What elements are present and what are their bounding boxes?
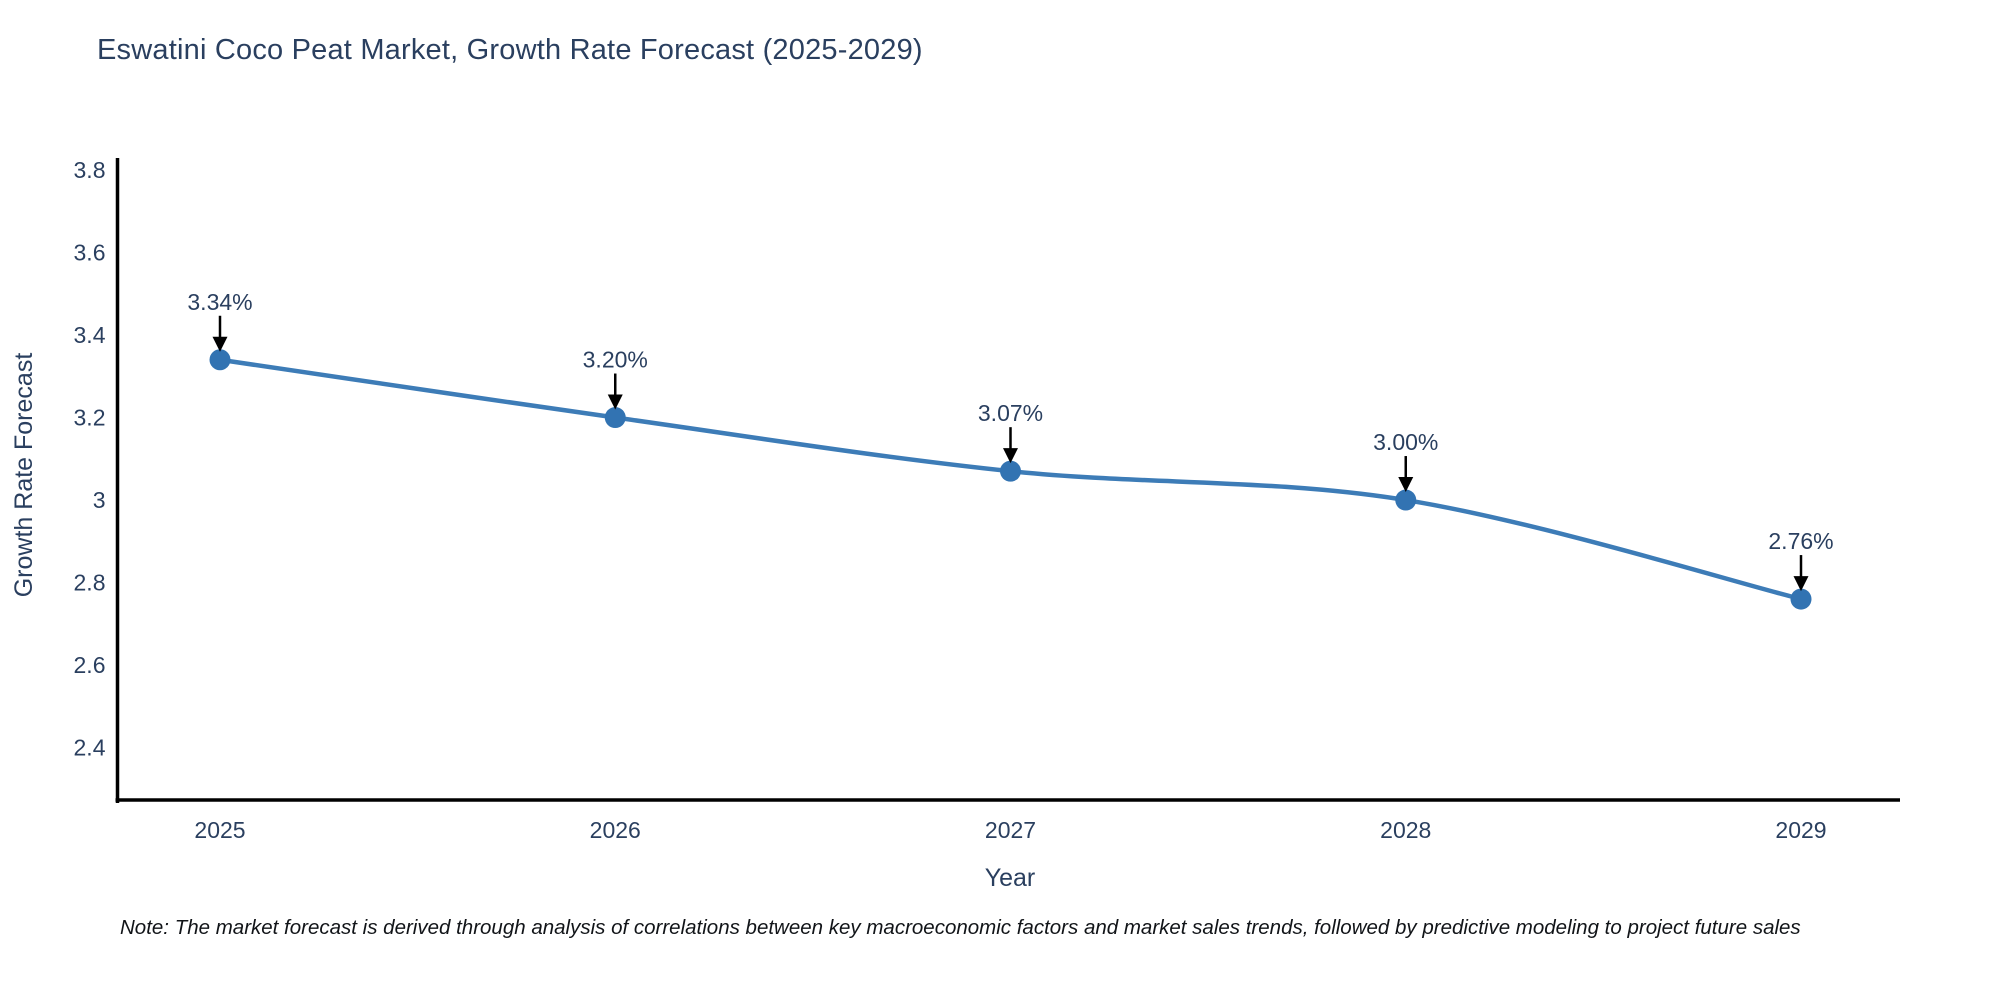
x-tick-label: 2027	[985, 817, 1036, 843]
data-point-marker	[604, 407, 626, 429]
data-point-marker	[1000, 460, 1021, 482]
annotation-arrow-head	[212, 336, 228, 352]
y-tick-label: 3.2	[74, 405, 106, 431]
y-tick-label: 3.6	[74, 239, 106, 265]
x-tick-label: 2029	[1775, 817, 1826, 843]
annotation-arrow-head	[607, 394, 623, 410]
y-tick-label: 3.4	[74, 322, 106, 348]
annotation-label: 2.76%	[1768, 528, 1833, 554]
x-axis-title: Year	[985, 864, 1036, 892]
annotation-label: 3.07%	[978, 400, 1043, 426]
annotation-arrow-head	[1398, 477, 1414, 493]
y-tick-label: 3	[93, 487, 106, 513]
chart-title: Eswatini Coco Peat Market, Growth Rate F…	[97, 34, 923, 66]
y-tick-label: 3.8	[74, 157, 106, 183]
y-tick-label: 2.4	[74, 735, 106, 761]
annotation-arrow-head	[1793, 576, 1809, 592]
y-tick-label: 2.6	[74, 652, 106, 678]
data-point-marker	[209, 349, 231, 371]
x-tick-label: 2026	[590, 817, 641, 843]
annotation-label: 3.20%	[583, 347, 648, 373]
x-tick-label: 2028	[1380, 817, 1431, 843]
y-tick-label: 2.8	[74, 570, 106, 596]
data-point-marker	[1395, 489, 1417, 511]
annotation-label: 3.34%	[187, 289, 252, 315]
x-tick-label: 2025	[194, 817, 245, 843]
annotation-label: 3.00%	[1373, 429, 1438, 455]
data-point-marker	[1790, 588, 1812, 610]
y-axis-title: Growth Rate Forecast	[10, 353, 38, 598]
footnote: Note: The market forecast is derived thr…	[120, 916, 1801, 939]
annotation-arrow-head	[1003, 448, 1018, 464]
